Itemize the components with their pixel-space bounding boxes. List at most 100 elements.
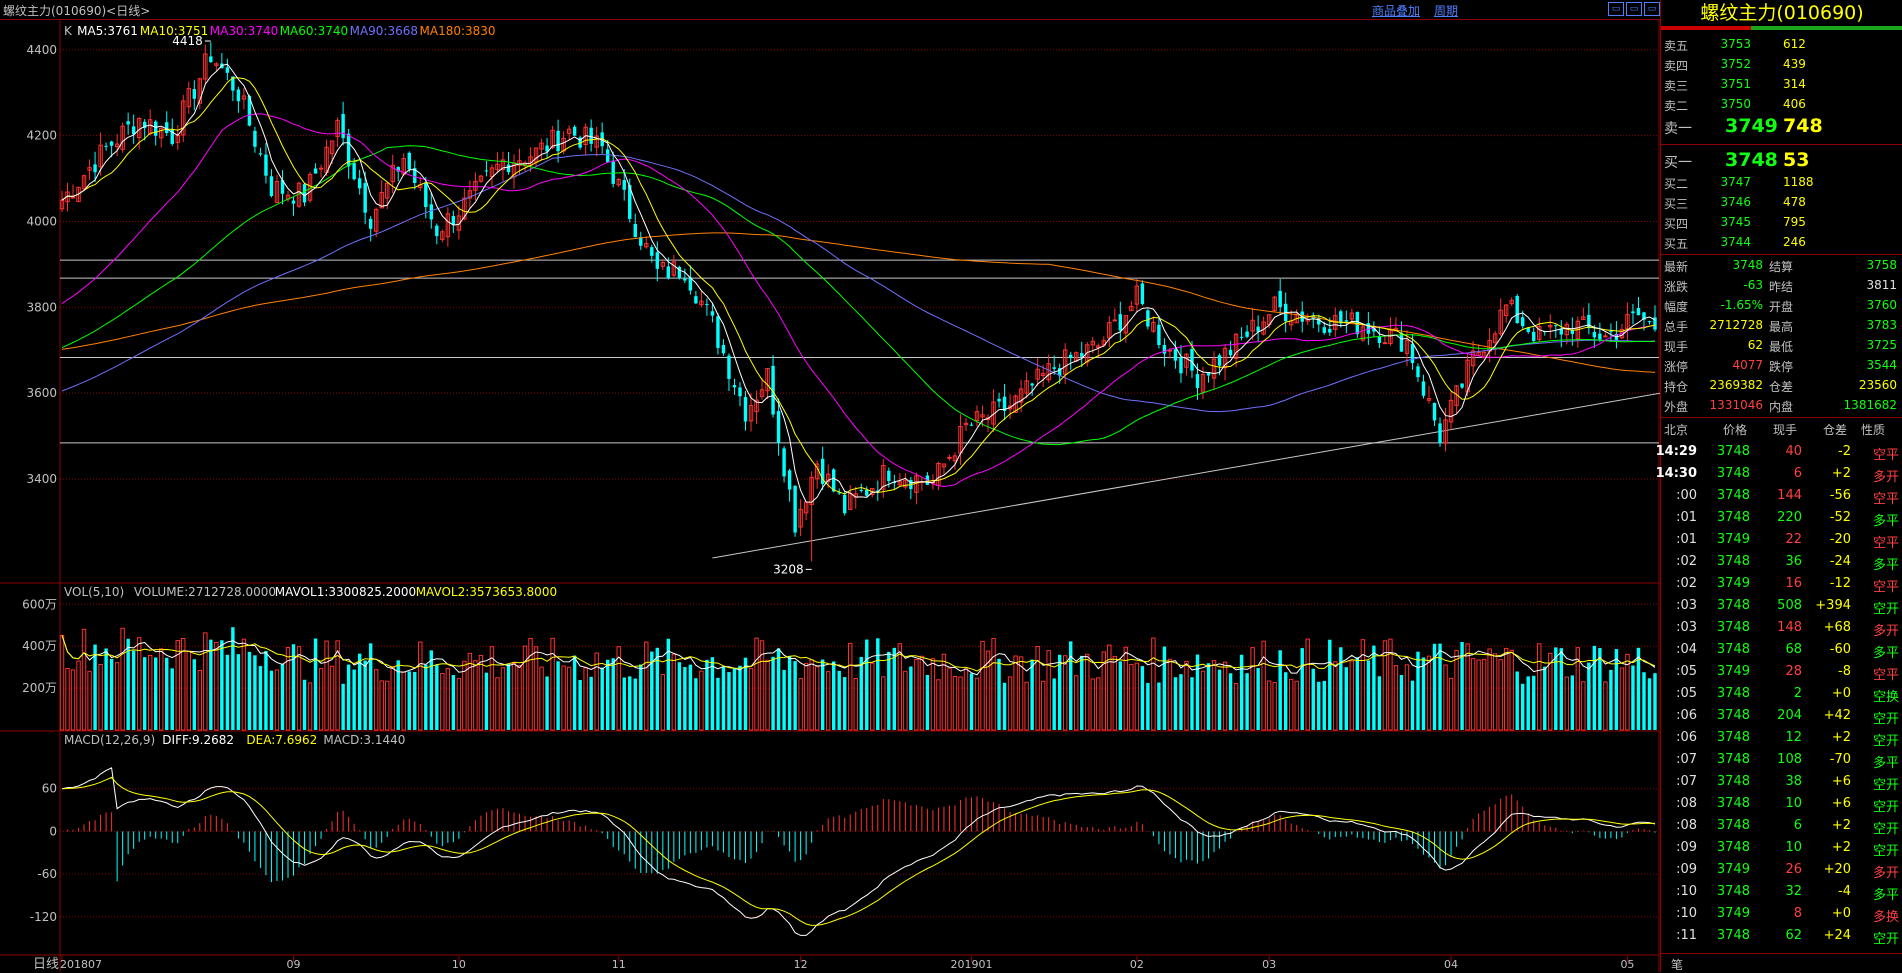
volume-bar bbox=[831, 661, 836, 730]
stat-row[interactable]: 幅度 -1.65% 开盘 3760 bbox=[1661, 295, 1902, 315]
candle-body bbox=[1642, 312, 1646, 320]
volume-bar bbox=[1123, 646, 1129, 731]
candle-body bbox=[1217, 355, 1222, 366]
volume-bar bbox=[313, 638, 318, 730]
tick-list[interactable]: 14:29 3748 40 -2 空平 14:30 3748 6 +2 多开:00 3748 144 -… bbox=[1656, 440, 1902, 947]
bid-level-row[interactable]: 买二 3747 1188 bbox=[1661, 172, 1902, 192]
tick-oi-change: +6 bbox=[1831, 796, 1851, 811]
ask-level-row[interactable]: 卖四 3752 439 bbox=[1661, 54, 1902, 74]
ask1-volume: 748 bbox=[1783, 115, 1823, 137]
stat-row[interactable]: 涨跌 -63 昨结 3811 bbox=[1661, 275, 1902, 295]
candle-body bbox=[655, 252, 660, 269]
tick-row[interactable]: :11 3748 62 +24 空开 bbox=[1661, 924, 1902, 947]
bid-level-row[interactable]: 买三 3746 478 bbox=[1661, 192, 1902, 212]
stat-row[interactable]: 涨停 4077 跌停 3544 bbox=[1661, 355, 1902, 375]
macd-diff-line bbox=[61, 767, 1656, 936]
kline-chart[interactable]: 3400 3600 3800 4000 4200 4400 200万 400万 600万 -120… bbox=[0, 0, 1660, 972]
tick-row[interactable]: :02 3748 36 -24 多平 bbox=[1661, 550, 1902, 573]
ask-level-row[interactable]: 卖二 3750 406 bbox=[1661, 94, 1902, 114]
macd-legend-item: MACD:3.1440 bbox=[323, 733, 405, 747]
bid-level-row[interactable]: 买四 3745 795 bbox=[1661, 212, 1902, 232]
volume-bar bbox=[1085, 653, 1090, 731]
minimize-button[interactable]: ▭ bbox=[1608, 2, 1624, 16]
tick-row[interactable]: 14:29 3748 40 -2 空平 bbox=[1656, 440, 1902, 463]
tick-row[interactable]: :06 3748 12 +2 空开 bbox=[1661, 726, 1902, 749]
tick-row[interactable]: 14:30 3748 6 +2 多开 bbox=[1656, 462, 1902, 485]
candle-body bbox=[225, 67, 230, 73]
tick-oi-change: -24 bbox=[1829, 554, 1851, 569]
tick-row[interactable]: :01 3748 220 -52 多平 bbox=[1661, 506, 1902, 529]
tick-row[interactable]: :05 3748 2 +0 空换 bbox=[1661, 682, 1902, 705]
volume-bar bbox=[1129, 664, 1134, 731]
tick-row[interactable]: :10 3748 32 -4 多平 bbox=[1661, 880, 1902, 903]
ask-level-row[interactable]: 卖五 3753 612 bbox=[1661, 34, 1902, 54]
tick-row[interactable]: :09 3748 10 +2 空开 bbox=[1661, 836, 1902, 859]
tick-row[interactable]: :08 3748 10 +6 空开 bbox=[1661, 792, 1902, 815]
volume-bar bbox=[600, 667, 604, 730]
candle-body bbox=[887, 470, 891, 482]
tick-row[interactable]: :05 3749 28 -8 空平 bbox=[1661, 660, 1902, 683]
candle-body bbox=[456, 215, 462, 231]
candle-body bbox=[269, 176, 274, 197]
price-tick-label: 4200 bbox=[26, 129, 57, 143]
volume-bar bbox=[109, 658, 114, 730]
volume-bar bbox=[462, 660, 467, 731]
stat-row[interactable]: 最新 3748 结算 3758 bbox=[1661, 255, 1902, 275]
stat-row[interactable]: 总手 2712728 最高 3783 bbox=[1661, 315, 1902, 335]
volume-bar bbox=[1013, 655, 1018, 731]
candle-body bbox=[170, 129, 174, 144]
ask-level-row[interactable]: 卖三 3751 314 bbox=[1661, 74, 1902, 94]
volume-bar bbox=[247, 651, 252, 730]
candle-body bbox=[688, 277, 693, 291]
candle-body bbox=[197, 78, 203, 104]
tick-row[interactable]: :00 3748 144 -56 空平 bbox=[1661, 484, 1902, 507]
tick-row[interactable]: :10 3749 8 +0 多换 bbox=[1661, 902, 1902, 925]
tick-row[interactable]: :08 3748 6 +2 空开 bbox=[1661, 814, 1902, 837]
main-legend-item: MA30:3740 bbox=[210, 24, 278, 38]
tick-volume: 38 bbox=[1785, 774, 1802, 789]
tick-row[interactable]: :03 3748 508 +394 空开 bbox=[1661, 594, 1902, 617]
volume-bar bbox=[776, 648, 781, 730]
ask1-row[interactable]: 卖一 3749 748 bbox=[1661, 114, 1902, 137]
stat-row[interactable]: 现手 62 最低 3725 bbox=[1661, 335, 1902, 355]
volume-bar bbox=[318, 668, 324, 731]
candle-body bbox=[1592, 332, 1597, 338]
tick-price: 3748 bbox=[1716, 620, 1750, 635]
stat-value: 3748 bbox=[1732, 258, 1763, 272]
volume-bar bbox=[793, 661, 797, 730]
volume-bar bbox=[848, 642, 853, 731]
quote-stats: 最新 3748 结算 3758 涨跌 -63 昨结 3811 幅度 -1.65% 开盘 3760 总手 2… bbox=[1661, 255, 1902, 415]
volume-bar bbox=[1355, 657, 1360, 730]
tick-row[interactable]: :06 3748 204 +42 空开 bbox=[1661, 704, 1902, 727]
volume-bar bbox=[435, 664, 439, 730]
tick-row[interactable]: :07 3748 108 -70 多平 bbox=[1661, 748, 1902, 771]
candle-body bbox=[1426, 398, 1432, 401]
overlay-link[interactable]: 商品叠加 bbox=[1372, 4, 1421, 18]
maximize-button[interactable]: ▭ bbox=[1644, 2, 1660, 16]
tick-oi-change: +2 bbox=[1831, 730, 1851, 745]
period-link[interactable]: 周期 bbox=[1434, 4, 1459, 18]
volume-bar bbox=[280, 664, 285, 730]
volume-bar bbox=[1090, 678, 1095, 731]
tick-row[interactable]: :02 3749 16 -12 空平 bbox=[1661, 572, 1902, 595]
bid-level-row[interactable]: 买五 3744 246 bbox=[1661, 232, 1902, 252]
volume-bar bbox=[1438, 643, 1442, 730]
stat-row[interactable]: 持仓 2369382 仓差 23560 bbox=[1661, 375, 1902, 395]
tick-row[interactable]: :04 3748 68 -60 多平 bbox=[1661, 638, 1902, 661]
tick-type: 空换 bbox=[1872, 690, 1899, 705]
tick-row[interactable]: :01 3749 22 -20 空平 bbox=[1661, 528, 1902, 551]
ticks-tab[interactable]: 笔 bbox=[1671, 958, 1684, 972]
candle-body bbox=[798, 508, 803, 528]
tick-row[interactable]: :09 3749 26 +20 多开 bbox=[1661, 858, 1902, 881]
volume-bar bbox=[809, 659, 814, 731]
ask-label: 卖四 bbox=[1664, 59, 1689, 73]
stat-row[interactable]: 外盘 1331046 内盘 1381682 bbox=[1661, 395, 1902, 415]
restore-button[interactable]: ▭ bbox=[1626, 2, 1642, 16]
bid-label: 买四 bbox=[1664, 217, 1689, 231]
tick-row[interactable]: :07 3748 38 +6 空开 bbox=[1661, 770, 1902, 793]
volume-bar bbox=[1035, 645, 1040, 731]
bid1-row[interactable]: 买一 3748 53 bbox=[1661, 148, 1902, 171]
tick-row[interactable]: :03 3748 148 +68 多开 bbox=[1661, 616, 1902, 639]
volume-bar bbox=[368, 643, 373, 730]
volume-bar bbox=[1140, 666, 1145, 730]
